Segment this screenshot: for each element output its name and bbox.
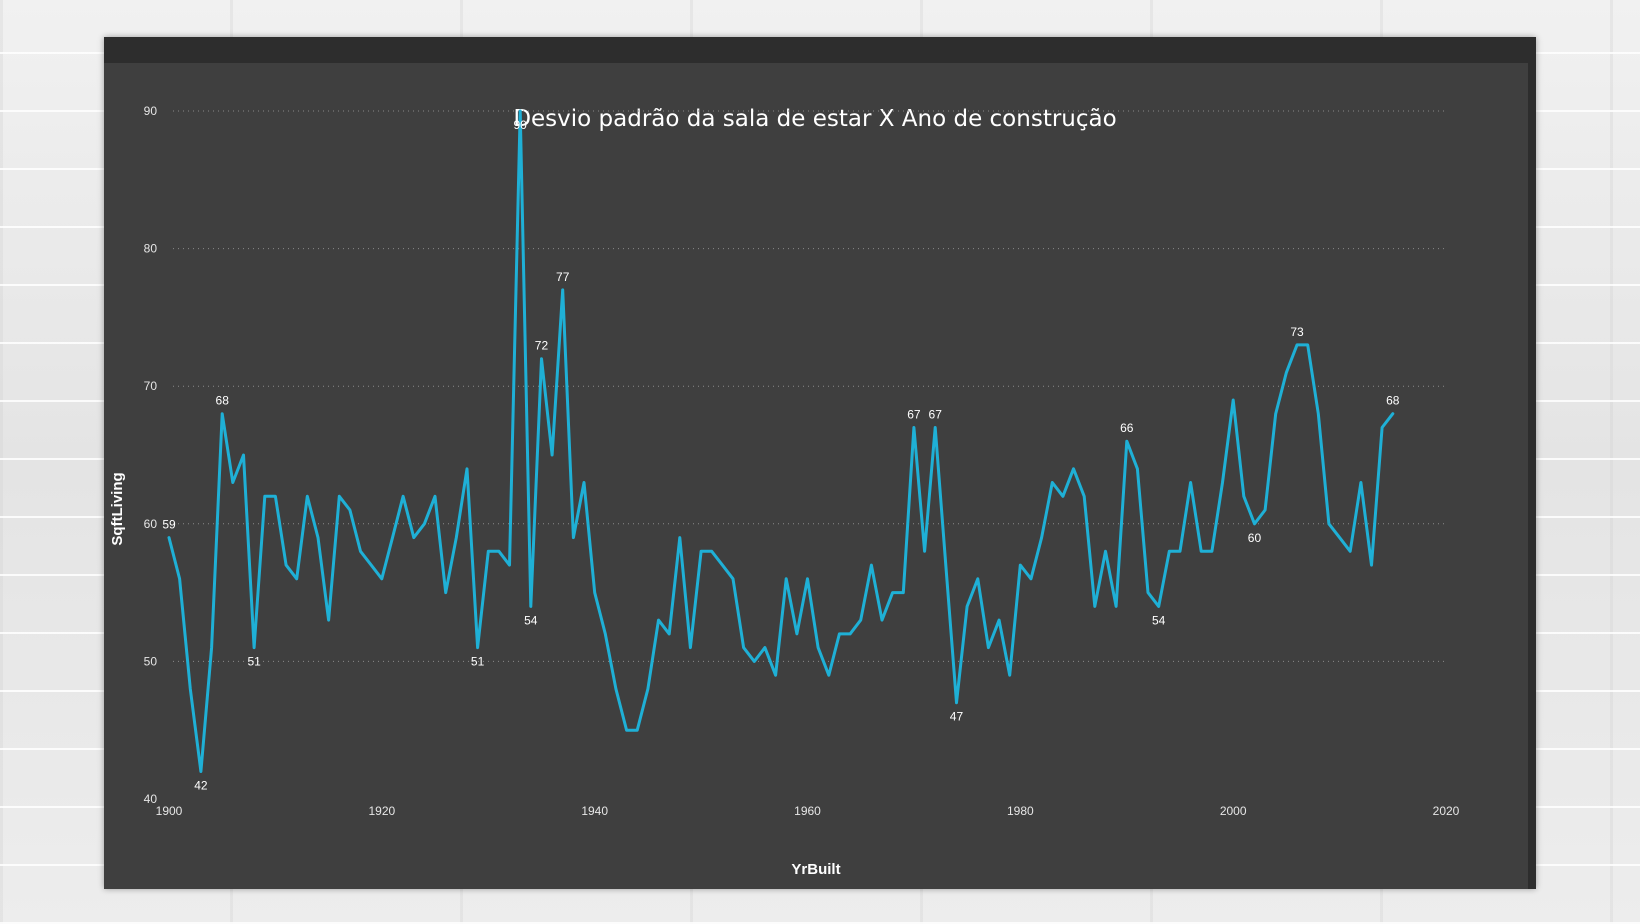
y-tick-label: 80: [144, 242, 158, 256]
data-label: 73: [1290, 325, 1304, 339]
data-label: 67: [929, 407, 943, 421]
y-tick-label: 90: [144, 104, 158, 118]
y-tick-label: 40: [144, 792, 158, 806]
y-axis-ticks: 40 50 60 70 80 90: [144, 104, 158, 806]
x-tick-label: 1920: [368, 804, 395, 818]
data-label: 90: [513, 118, 527, 132]
y-axis-label: SqftLiving: [109, 472, 126, 545]
data-label: 68: [1386, 394, 1400, 408]
data-label: 66: [1120, 421, 1134, 435]
data-label: 51: [247, 655, 261, 669]
data-label: 60: [1248, 531, 1262, 545]
data-label: 77: [556, 270, 570, 284]
data-label: 42: [194, 778, 208, 792]
y-tick-label: 60: [144, 517, 158, 531]
frame-right-bar: [1528, 37, 1536, 889]
x-tick-label: 1900: [156, 804, 183, 818]
series-line-group: [167, 109, 1395, 773]
y-tick-label: 50: [144, 654, 158, 668]
data-label: 67: [907, 407, 921, 421]
x-tick-label: 2000: [1220, 804, 1247, 818]
x-tick-label: 1960: [794, 804, 821, 818]
data-labels: 59 42 68 51 51 90 54 72 77 67 67 47 66 54 60 73 68: [162, 118, 1399, 792]
grid-lines: [173, 110, 1446, 662]
chart-title: Desvio padrão da sala de estar X Ano de …: [513, 106, 1116, 132]
data-label: 59: [162, 518, 176, 532]
y-tick-label: 70: [144, 379, 158, 393]
data-label: 47: [950, 710, 964, 724]
line-chart: Desvio padrão da sala de estar X Ano de …: [109, 104, 1460, 878]
series-line: [167, 109, 1395, 773]
chart-frame: Desvio padrão da sala de estar X Ano de …: [104, 37, 1536, 889]
x-axis-ticks: 1900 1920 1940 1960 1980 2000 2020: [156, 804, 1460, 818]
data-label: 51: [471, 655, 485, 669]
data-points: [168, 110, 1393, 772]
data-label: 54: [1152, 613, 1166, 627]
frame-top-bar: [104, 37, 1536, 63]
x-tick-label: 1980: [1007, 804, 1034, 818]
x-axis-label: YrBuilt: [791, 861, 840, 878]
data-label: 72: [535, 339, 549, 353]
data-label: 54: [524, 613, 538, 627]
x-tick-label: 2020: [1433, 804, 1460, 818]
x-tick-label: 1940: [581, 804, 608, 818]
data-label: 68: [216, 394, 230, 408]
